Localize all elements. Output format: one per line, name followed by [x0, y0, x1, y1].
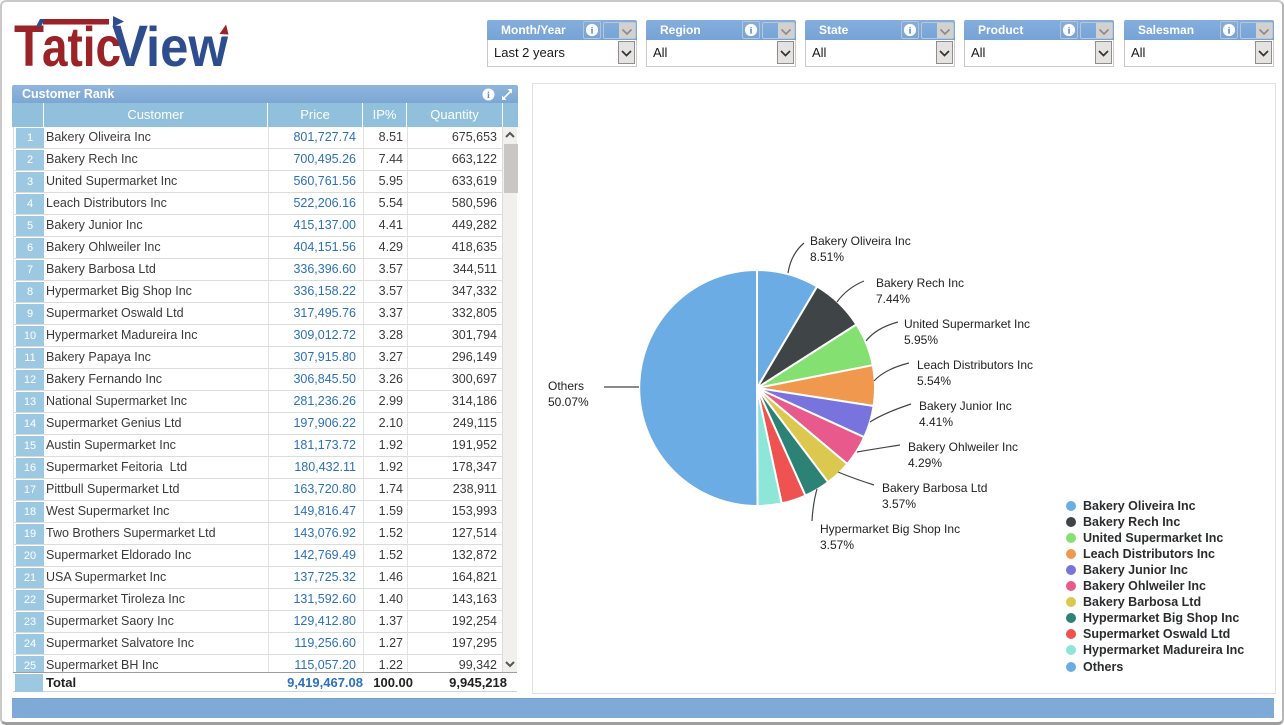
svg-text:i: i	[750, 25, 753, 36]
svg-text:i: i	[1068, 25, 1071, 36]
svg-text:i: i	[909, 25, 912, 36]
svg-text:i: i	[1228, 25, 1231, 36]
svg-text:iew: iew	[146, 15, 228, 78]
svg-text:atic: atic	[42, 15, 121, 78]
svg-text:V: V	[112, 14, 148, 79]
svg-text:i: i	[487, 91, 490, 101]
svg-text:i: i	[591, 25, 594, 36]
